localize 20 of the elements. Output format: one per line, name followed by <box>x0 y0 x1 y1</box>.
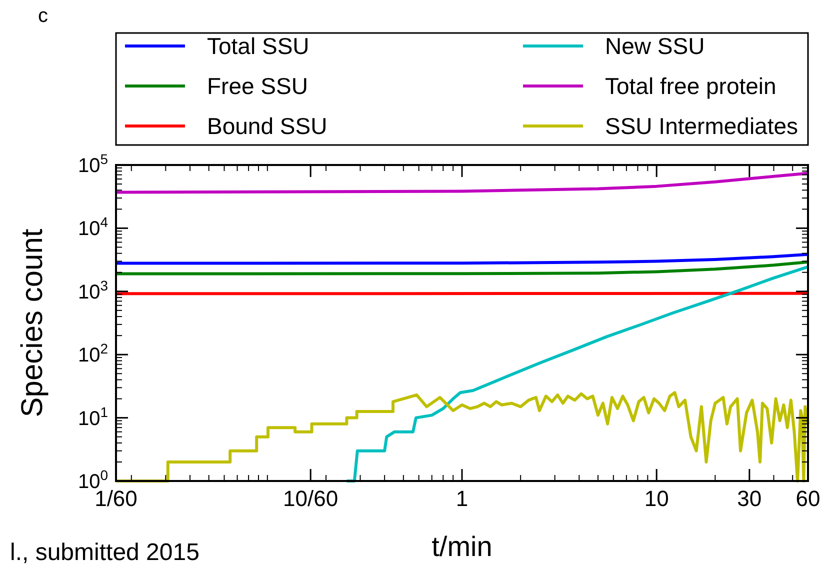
y-tick-label: 10$^{3}$ <box>78 277 108 304</box>
legend-label: Total SSU <box>207 33 310 59</box>
x-tick-label: 30 <box>737 486 762 511</box>
x-tick-label: 60 <box>796 486 820 511</box>
x-tick-label: 1 <box>456 486 468 511</box>
y-tick-label: 10$^{5}$ <box>78 151 108 177</box>
text: c <box>38 5 48 27</box>
y-axis-title: Species count <box>16 228 49 418</box>
x-axis-title: t/min <box>432 531 492 562</box>
legend-label: SSU Intermediates <box>605 113 798 139</box>
legend-label: New SSU <box>605 33 705 59</box>
legend-label: Bound SSU <box>207 113 328 139</box>
text: l., submitted 2015 <box>10 539 200 566</box>
y-tick-label: 10$^{2}$ <box>78 340 108 367</box>
y-tick-label: 10$^{4}$ <box>78 214 108 240</box>
legend-label: Total free protein <box>605 73 776 99</box>
x-tick-label: 10 <box>644 486 669 511</box>
y-tick-label: 10$^{1}$ <box>78 404 108 430</box>
x-tick-label: 10/60 <box>283 486 338 511</box>
legend-label: Free SSU <box>207 73 308 99</box>
